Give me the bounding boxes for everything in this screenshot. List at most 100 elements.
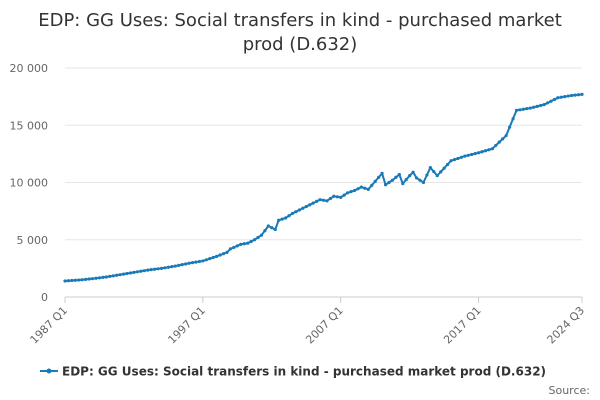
data-point[interactable] xyxy=(232,245,236,249)
legend[interactable]: EDP: GG Uses: Social transfers in kind -… xyxy=(40,365,546,379)
data-point[interactable] xyxy=(263,228,267,233)
data-point[interactable] xyxy=(370,183,374,187)
data-point[interactable] xyxy=(318,198,322,202)
data-point[interactable] xyxy=(139,269,143,273)
data-point[interactable] xyxy=(294,210,298,214)
data-point[interactable] xyxy=(459,155,463,159)
data-point[interactable] xyxy=(146,268,150,272)
data-point[interactable] xyxy=(545,101,550,105)
data-point[interactable] xyxy=(428,166,432,170)
data-point[interactable] xyxy=(346,191,350,195)
data-point[interactable] xyxy=(473,151,477,156)
data-point[interactable] xyxy=(77,278,81,282)
data-point[interactable] xyxy=(242,242,246,246)
data-point[interactable] xyxy=(304,204,308,209)
data-point[interactable] xyxy=(204,258,208,262)
data-point[interactable] xyxy=(94,276,98,280)
data-point[interactable] xyxy=(466,153,470,157)
data-point[interactable] xyxy=(487,148,491,152)
data-point[interactable] xyxy=(380,171,384,175)
data-point[interactable] xyxy=(97,276,102,280)
data-point[interactable] xyxy=(518,108,522,112)
data-point[interactable] xyxy=(490,147,494,151)
data-point[interactable] xyxy=(190,261,195,265)
data-point[interactable] xyxy=(456,156,460,161)
data-point[interactable] xyxy=(442,166,446,170)
data-point[interactable] xyxy=(363,186,367,190)
data-point[interactable] xyxy=(73,278,77,282)
data-point[interactable] xyxy=(301,206,305,210)
data-point[interactable] xyxy=(225,250,229,254)
data-point[interactable] xyxy=(549,99,553,103)
data-point[interactable] xyxy=(532,105,536,109)
data-point[interactable] xyxy=(514,108,519,112)
data-point[interactable] xyxy=(180,263,184,267)
data-point[interactable] xyxy=(90,277,95,281)
data-point[interactable] xyxy=(87,277,91,281)
data-point[interactable] xyxy=(390,178,395,182)
data-point[interactable] xyxy=(342,193,346,197)
data-point[interactable] xyxy=(332,194,336,198)
data-point[interactable] xyxy=(173,264,177,268)
data-point[interactable] xyxy=(373,179,377,183)
data-point[interactable] xyxy=(480,150,484,154)
data-point[interactable] xyxy=(483,149,488,153)
data-point[interactable] xyxy=(552,97,557,102)
data-point[interactable] xyxy=(211,255,215,260)
data-point[interactable] xyxy=(377,175,381,179)
data-point[interactable] xyxy=(556,96,560,100)
data-point[interactable] xyxy=(542,103,546,107)
data-point[interactable] xyxy=(570,93,574,98)
data-point[interactable] xyxy=(445,162,450,167)
data-point[interactable] xyxy=(170,265,174,269)
data-point[interactable] xyxy=(246,241,250,245)
data-point[interactable] xyxy=(287,214,291,218)
data-point[interactable] xyxy=(121,272,126,276)
data-point[interactable] xyxy=(308,203,312,207)
data-point[interactable] xyxy=(401,182,405,186)
data-point[interactable] xyxy=(404,178,408,182)
data-point[interactable] xyxy=(228,247,233,251)
data-point[interactable] xyxy=(249,239,253,244)
data-point[interactable] xyxy=(452,158,457,162)
data-point[interactable] xyxy=(256,235,260,240)
data-point[interactable] xyxy=(325,199,329,203)
data-point[interactable] xyxy=(184,262,188,266)
data-point[interactable] xyxy=(115,273,119,277)
data-point[interactable] xyxy=(197,259,202,264)
data-point[interactable] xyxy=(142,269,146,273)
data-point[interactable] xyxy=(535,104,539,108)
data-point[interactable] xyxy=(425,173,429,177)
data-point[interactable] xyxy=(135,270,139,274)
data-point[interactable] xyxy=(132,270,136,274)
data-point[interactable] xyxy=(508,125,512,129)
data-point[interactable] xyxy=(239,242,243,246)
data-point[interactable] xyxy=(290,211,295,216)
data-point[interactable] xyxy=(432,170,436,174)
data-point[interactable] xyxy=(128,271,133,275)
data-point[interactable] xyxy=(63,279,67,283)
data-point[interactable] xyxy=(208,257,212,261)
data-point[interactable] xyxy=(383,183,388,187)
data-point[interactable] xyxy=(504,133,508,138)
data-point[interactable] xyxy=(328,196,332,201)
data-point[interactable] xyxy=(521,107,526,111)
data-point[interactable] xyxy=(494,143,498,148)
data-point[interactable] xyxy=(84,277,88,281)
data-point[interactable] xyxy=(101,275,105,279)
data-point[interactable] xyxy=(187,261,191,265)
data-point[interactable] xyxy=(411,170,415,174)
data-point[interactable] xyxy=(349,190,353,194)
data-point[interactable] xyxy=(563,95,567,99)
data-point[interactable] xyxy=(539,103,543,108)
data-point[interactable] xyxy=(387,180,391,185)
data-point[interactable] xyxy=(449,159,453,163)
data-point[interactable] xyxy=(266,224,270,228)
data-point[interactable] xyxy=(408,174,412,178)
data-point[interactable] xyxy=(252,238,257,242)
data-point[interactable] xyxy=(235,244,239,248)
data-point[interactable] xyxy=(511,117,515,121)
data-point[interactable] xyxy=(321,198,326,202)
data-point[interactable] xyxy=(277,218,281,222)
data-point[interactable] xyxy=(273,227,277,232)
